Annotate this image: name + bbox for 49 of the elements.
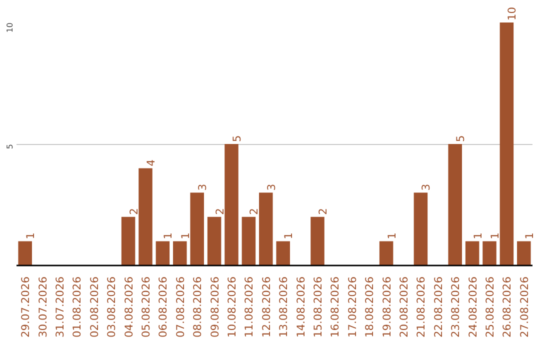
- x-tick-label: 10.08.2026: [226, 276, 238, 338]
- data-label: 1: [282, 232, 296, 240]
- x-tick-label: 02.08.2026: [88, 276, 101, 338]
- x-tick-label: 03.08.2026: [105, 276, 118, 338]
- x-tick-label: 05.08.2026: [140, 276, 152, 338]
- x-tick-label: 25.08.2026: [484, 276, 496, 338]
- x-tick-label: 09.08.2026: [208, 276, 222, 338]
- x-tick-label: 08.08.2026: [191, 276, 204, 338]
- x-tick-label: 27.08.2026: [518, 276, 531, 338]
- data-label: 10: [506, 6, 519, 20]
- x-tick-label: 30.07.2026: [36, 276, 50, 338]
- x-tick-label: 13.08.2026: [277, 276, 290, 338]
- data-label: 2: [248, 208, 261, 215]
- data-label: 5: [454, 135, 468, 142]
- data-label: 5: [230, 135, 244, 142]
- x-tick-label: 17.08.2026: [346, 276, 359, 338]
- x-tick-label: 16.08.2026: [328, 276, 342, 338]
- x-tick-label: 31.07.2026: [54, 276, 66, 338]
- data-label: 3: [196, 184, 210, 191]
- x-tick-label: 19.08.2026: [380, 276, 394, 338]
- x-tick-label: 12.08.2026: [260, 276, 273, 338]
- x-tick-label: 15.08.2026: [312, 276, 324, 338]
- x-tick-label: 18.08.2026: [363, 276, 376, 338]
- data-label: 1: [522, 232, 536, 240]
- x-tick-label: 06.08.2026: [156, 276, 170, 338]
- x-tick-label: 04.08.2026: [122, 276, 136, 338]
- data-label: 2: [316, 208, 330, 215]
- data-label: 2: [213, 208, 226, 215]
- data-label: 4: [144, 159, 158, 166]
- x-tick-label: 22.08.2026: [432, 276, 445, 338]
- data-label: 1: [471, 232, 484, 240]
- x-tick-label: 23.08.2026: [449, 276, 462, 338]
- x-tick-label: 20.08.2026: [398, 276, 410, 338]
- data-label: 2: [127, 208, 140, 215]
- data-label: 1: [162, 232, 175, 240]
- x-tick-label: 21.08.2026: [414, 276, 428, 338]
- x-tick-label: 24.08.2026: [466, 276, 480, 338]
- x-tick-label: 26.08.2026: [500, 276, 514, 338]
- data-label: 1: [178, 232, 192, 240]
- data-label: 1: [488, 232, 502, 240]
- x-tick-label: 14.08.2026: [294, 276, 308, 338]
- x-tick-label: 11.08.2026: [242, 276, 256, 338]
- x-tick-label: 29.07.2026: [19, 276, 32, 338]
- x-tick-label: 07.08.2026: [174, 276, 187, 338]
- data-label: 1: [385, 232, 398, 240]
- data-label: 1: [24, 232, 38, 240]
- data-label: 3: [420, 184, 433, 191]
- x-tick-label: 01.08.2026: [70, 276, 84, 338]
- data-label: 3: [264, 184, 278, 191]
